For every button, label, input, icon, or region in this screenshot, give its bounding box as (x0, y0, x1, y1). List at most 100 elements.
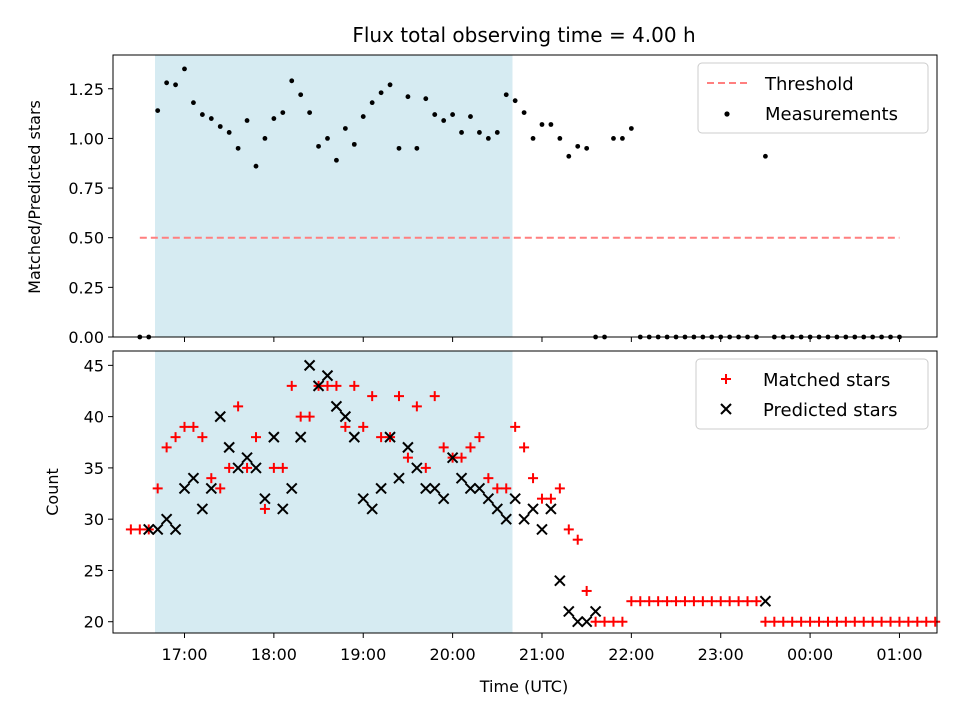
predicted-star-point (151, 523, 164, 536)
predicted-star-point (348, 431, 361, 443)
measurement-point (173, 82, 178, 88)
measurement-point (325, 136, 330, 141)
predicted-stars-points (143, 359, 772, 628)
matched-star-point (626, 596, 637, 607)
matched-star-point (197, 432, 208, 443)
matched-star-point (179, 421, 190, 432)
predicted-star-point (196, 503, 209, 515)
predicted-star-point (330, 400, 343, 413)
matched-star-point (617, 616, 628, 627)
bottom-y-tick-label: 40 (84, 408, 104, 427)
matched-star-point (465, 442, 476, 453)
matched-star-point (304, 411, 315, 422)
matched-star-point (528, 473, 539, 484)
matched-star-point (322, 380, 333, 391)
matched-star-point (206, 473, 217, 484)
predicted-star-point (411, 462, 423, 474)
bottom-plot-frame (112, 350, 938, 634)
measurement-point (414, 145, 420, 151)
matched-star-point (733, 596, 744, 607)
measurement-point (539, 122, 545, 127)
matched-star-point (519, 442, 530, 453)
predicted-star-point (384, 431, 396, 443)
predicted-star-point (178, 482, 191, 495)
top-y-tick-label: 0.50 (68, 229, 104, 248)
matched-star-point (644, 596, 655, 607)
predicted-star-point (429, 482, 441, 495)
measurement-point (342, 126, 348, 131)
matched-star-point (814, 616, 825, 627)
predicted-star-point (589, 605, 602, 618)
predicted-star-point (232, 462, 244, 474)
predicted-star-point (545, 503, 557, 515)
x-tick-label: 00:00 (787, 645, 833, 664)
matched-star-point (233, 401, 244, 412)
predicted-star-point (268, 431, 280, 443)
bottom-panel: 17:00 18:00 19:00 20:00 21:00 22:00 23:00 00:00… (43, 350, 941, 696)
matched-star-point (268, 462, 279, 473)
x-tick-label: 01:00 (876, 645, 922, 664)
predicted-star-point (473, 482, 486, 495)
predicted-star-point (446, 451, 459, 464)
measurement-point (360, 114, 366, 119)
matched-star-point (438, 442, 449, 453)
matched-star-point (563, 524, 574, 535)
top-legend: Threshold Measurements (697, 62, 929, 134)
predicted-star-point (500, 513, 512, 525)
measurement-point (584, 145, 590, 151)
matched-star-point (367, 391, 378, 402)
bottom-legend: Matched stars Predicted stars (695, 358, 929, 430)
measurement-point (557, 136, 563, 141)
matched-star-point (867, 616, 878, 627)
matched-star-point (536, 493, 547, 504)
predicted-star-point (437, 492, 450, 505)
matched-star-point (706, 596, 717, 607)
predicted-star-point (205, 482, 218, 495)
measurement-point (620, 136, 625, 141)
matched-star-point (349, 380, 360, 391)
measurement-point (271, 116, 277, 121)
predicted-star-point (491, 503, 504, 515)
matched-star-point (662, 596, 673, 607)
matched-star-point (340, 421, 351, 432)
top-y-axis-label: Matched/Predicted stars (25, 100, 44, 294)
matched-star-point (161, 442, 172, 453)
matched-star-point (599, 616, 610, 627)
measurement-point (477, 130, 482, 135)
x-tick-label: 19:00 (340, 645, 386, 664)
matched-star-point (125, 524, 136, 535)
matched-star-point (796, 616, 807, 627)
legend-measurements-swatch (724, 111, 730, 117)
measurement-point (468, 114, 473, 119)
top-y-tick-label: 1.00 (68, 129, 104, 148)
measurement-point (423, 96, 429, 102)
matched-star-point (903, 616, 914, 627)
measurement-point (530, 136, 536, 141)
predicted-star-point (455, 472, 468, 484)
matched-star-point (912, 616, 923, 627)
predicted-star-point (143, 523, 155, 536)
matched-star-point (688, 596, 699, 607)
matched-star-point (393, 391, 404, 402)
matched-star-point (876, 616, 887, 627)
predicted-star-point (277, 503, 289, 515)
top-y-tick-label: 0.00 (68, 328, 104, 347)
matched-star-point (715, 596, 726, 607)
measurement-point (485, 136, 491, 141)
predicted-star-point (169, 523, 182, 536)
legend-matched-label: Matched stars (763, 370, 890, 391)
top-observing-window (155, 55, 513, 337)
matched-star-point (483, 473, 494, 484)
matched-star-point (671, 596, 682, 607)
measurement-point (298, 92, 304, 98)
bottom-y-tick-label: 45 (84, 356, 104, 375)
legend-predicted-swatch (720, 403, 732, 415)
matched-star-point (277, 462, 288, 473)
x-axis-label: Time (UTC) (479, 677, 568, 696)
bottom-y-axis-label: Count (43, 468, 62, 516)
matched-stars-points (125, 380, 941, 627)
predicted-star-point (339, 410, 352, 423)
measurement-point (369, 100, 375, 106)
measurement-point (262, 136, 268, 141)
predicted-star-point (214, 410, 226, 423)
